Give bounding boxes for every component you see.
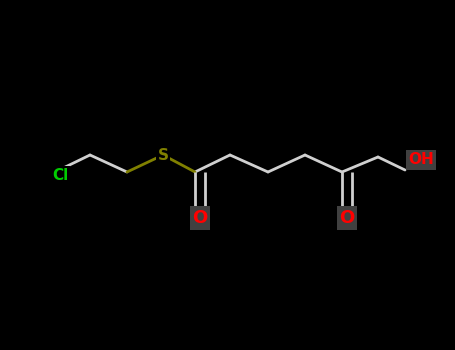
Text: O: O bbox=[192, 209, 207, 227]
Text: O: O bbox=[339, 209, 354, 227]
Text: S: S bbox=[157, 147, 168, 162]
Text: OH: OH bbox=[408, 153, 434, 168]
Text: Cl: Cl bbox=[52, 168, 68, 182]
